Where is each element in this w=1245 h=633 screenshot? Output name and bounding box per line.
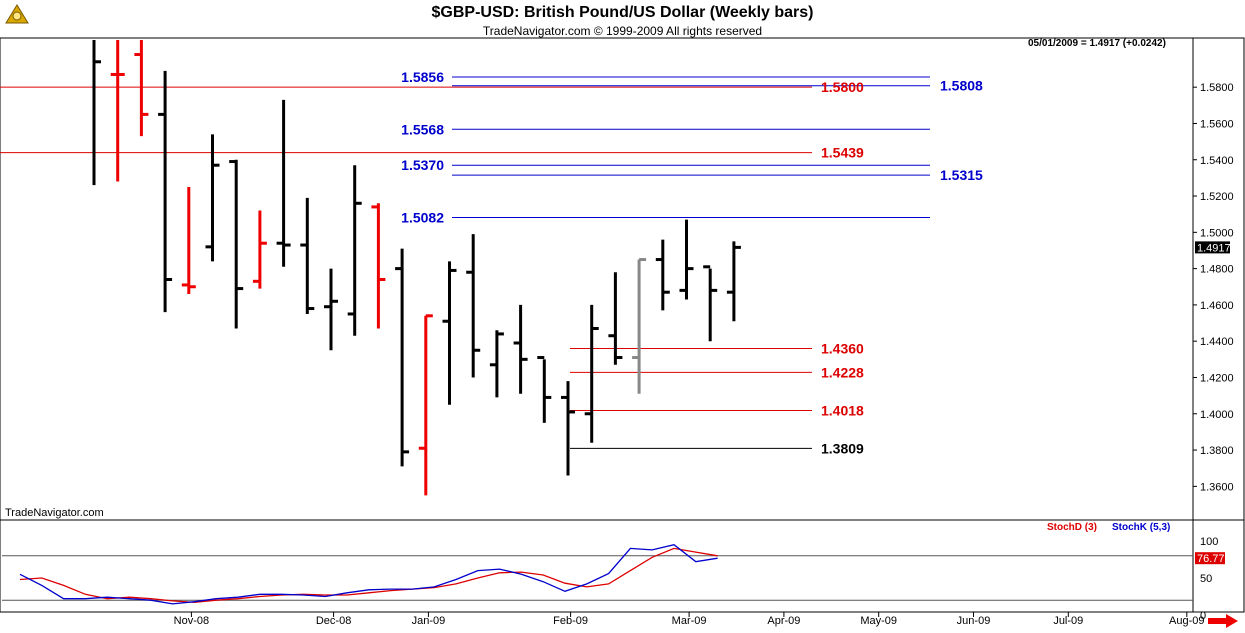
x-tick-label: Nov-08 xyxy=(174,615,209,627)
last-price-badge xyxy=(1195,241,1230,254)
price-tick-label: 1.5600 xyxy=(1200,118,1234,130)
level-label: 1.5370 xyxy=(401,157,444,173)
x-tick-label: Apr-09 xyxy=(767,615,800,627)
stochk-label: StochK (5,3) xyxy=(1112,522,1171,533)
sextant-logo-icon xyxy=(4,3,30,25)
indicator-tick-label: 50 xyxy=(1200,573,1212,585)
indicator-panel-border xyxy=(0,519,1245,613)
chart-title: $GBP-USD: British Pound/US Dollar (Weekl… xyxy=(431,4,814,21)
indicator-tick-label: 0 xyxy=(1200,610,1206,622)
x-tick-label: Jul-09 xyxy=(1053,615,1083,627)
level-label: 1.5800 xyxy=(821,79,864,95)
level-label: 1.5856 xyxy=(401,69,444,85)
x-tick-label: Feb-09 xyxy=(553,615,588,627)
x-tick-label: May-09 xyxy=(860,615,897,627)
indicator-tick-label: 100 xyxy=(1200,536,1218,548)
price-tick-label: 1.4000 xyxy=(1200,409,1234,421)
level-label: 1.4228 xyxy=(821,364,864,380)
price-tick-label: 1.5200 xyxy=(1200,191,1234,203)
price-tick-label: 1.5400 xyxy=(1200,155,1234,167)
indicator-value-label: 76.77 xyxy=(1197,553,1225,565)
level-label: 1.5439 xyxy=(821,145,864,161)
price-tick-label: 1.4400 xyxy=(1200,336,1234,348)
stochk-line xyxy=(19,543,718,605)
x-tick-label: Jun-09 xyxy=(957,615,991,627)
level-label: 1.5568 xyxy=(401,121,444,137)
price-tick-label: 1.5000 xyxy=(1200,227,1234,239)
x-tick-label: Dec-08 xyxy=(316,615,351,627)
x-tick-label: Mar-09 xyxy=(672,615,707,627)
chart-subtitle: TradeNavigator.com © 1999-2009 All right… xyxy=(482,24,763,38)
price-tick-label: 1.4600 xyxy=(1200,300,1234,312)
level-label: 1.4360 xyxy=(821,340,864,356)
stochd-label: StochD (3) xyxy=(1047,522,1097,533)
indicator-value-badge xyxy=(1195,552,1225,565)
price-tick-label: 1.5800 xyxy=(1200,82,1234,94)
watermark: TradeNavigator.com xyxy=(5,507,104,519)
level-label: 1.4018 xyxy=(821,402,864,418)
level-label: 1.5082 xyxy=(401,209,444,225)
stochd-line xyxy=(19,547,718,604)
price-tick-label: 1.4800 xyxy=(1200,264,1234,276)
level-label: 1.3809 xyxy=(821,440,864,456)
price-tick-label: 1.4200 xyxy=(1200,372,1234,384)
level-label: 1.5315 xyxy=(940,167,983,183)
price-tick-label: 1.3800 xyxy=(1200,445,1234,457)
x-tick-label: Aug-09 xyxy=(1169,615,1204,627)
scroll-right-arrow-icon[interactable] xyxy=(1207,614,1239,633)
level-label: 1.5808 xyxy=(940,78,983,94)
last-price-label: 1.4917 xyxy=(1197,242,1231,254)
x-tick-label: Jan-09 xyxy=(412,615,446,627)
price-panel-border xyxy=(0,37,1245,521)
last-price-info: 05/01/2009 = 1.4917 (+0.0242) xyxy=(1028,38,1166,49)
price-tick-label: 1.3600 xyxy=(1200,481,1234,493)
